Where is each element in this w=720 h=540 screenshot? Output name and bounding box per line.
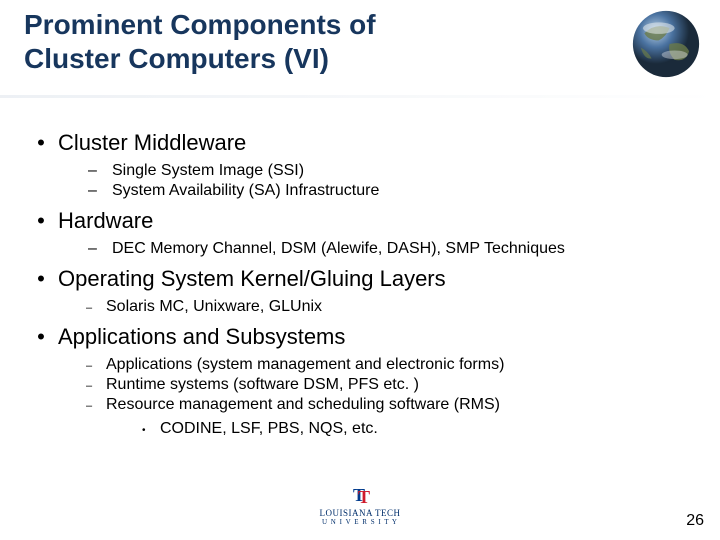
list-item: • Applications and Subsystems – Applicat… — [24, 324, 696, 438]
sub-item: Runtime systems (software DSM, PFS etc. … — [106, 376, 419, 394]
sub-item: Resource management and scheduling softw… — [106, 396, 500, 414]
sub-item: System Availability (SA) Infrastructure — [112, 182, 379, 200]
bullet-icon: • — [24, 130, 58, 156]
list-item: • Cluster Middleware – Single System Ima… — [24, 130, 696, 200]
dash-icon: – — [88, 240, 112, 258]
section-heading: Applications and Subsystems — [58, 324, 345, 350]
dash-icon: – — [86, 400, 106, 412]
title-line-1: Prominent Components of — [24, 8, 376, 42]
section-heading: Hardware — [58, 208, 153, 234]
bullet-icon: • — [24, 208, 58, 234]
list-item: – Single System Image (SSI) — [24, 162, 696, 180]
sub-item: Single System Image (SSI) — [112, 162, 304, 180]
list-item: – Resource management and scheduling sof… — [24, 396, 696, 414]
list-item: • Operating System Kernel/Gluing Layers … — [24, 266, 696, 316]
section-heading: Cluster Middleware — [58, 130, 246, 156]
footer-line-2: U N I V E R S I T Y — [319, 518, 400, 526]
dash-icon: – — [86, 302, 106, 314]
dash-icon: – — [86, 360, 106, 372]
bullet-list: • Cluster Middleware – Single System Ima… — [24, 130, 696, 438]
footer-line-1: LOUISIANA TECH — [319, 508, 400, 518]
bullet-icon: • — [24, 324, 58, 350]
dash-icon: – — [88, 162, 112, 180]
dash-icon: – — [88, 182, 112, 200]
sub-sub-item: CODINE, LSF, PBS, NQS, etc. — [160, 420, 378, 438]
list-item: – DEC Memory Channel, DSM (Alewife, DASH… — [24, 240, 696, 258]
list-item: – System Availability (SA) Infrastructur… — [24, 182, 696, 200]
dot-icon: • — [142, 425, 160, 436]
globe-icon — [630, 8, 702, 80]
list-item: – Runtime systems (software DSM, PFS etc… — [24, 376, 696, 394]
sub-item: Solaris MC, Unixware, GLUnix — [106, 298, 322, 316]
footer-logo: LOUISIANA TECH U N I V E R S I T Y — [319, 485, 400, 526]
list-item: • CODINE, LSF, PBS, NQS, etc. — [24, 420, 696, 438]
sub-item: Applications (system management and elec… — [106, 356, 504, 374]
bullet-icon: • — [24, 266, 58, 292]
sub-item: DEC Memory Channel, DSM (Alewife, DASH),… — [112, 240, 565, 258]
slide-title: Prominent Components of Cluster Computer… — [24, 8, 376, 75]
list-item: – Applications (system management and el… — [24, 356, 696, 374]
logo-icon — [349, 485, 371, 507]
title-line-2: Cluster Computers (VI) — [24, 42, 376, 76]
list-item: • Hardware – DEC Memory Channel, DSM (Al… — [24, 208, 696, 258]
list-item: – Solaris MC, Unixware, GLUnix — [24, 298, 696, 316]
section-heading: Operating System Kernel/Gluing Layers — [58, 266, 446, 292]
dash-icon: – — [86, 380, 106, 392]
title-underline — [0, 95, 720, 98]
slide-body: • Cluster Middleware – Single System Ima… — [24, 130, 696, 446]
page-number: 26 — [686, 512, 704, 530]
